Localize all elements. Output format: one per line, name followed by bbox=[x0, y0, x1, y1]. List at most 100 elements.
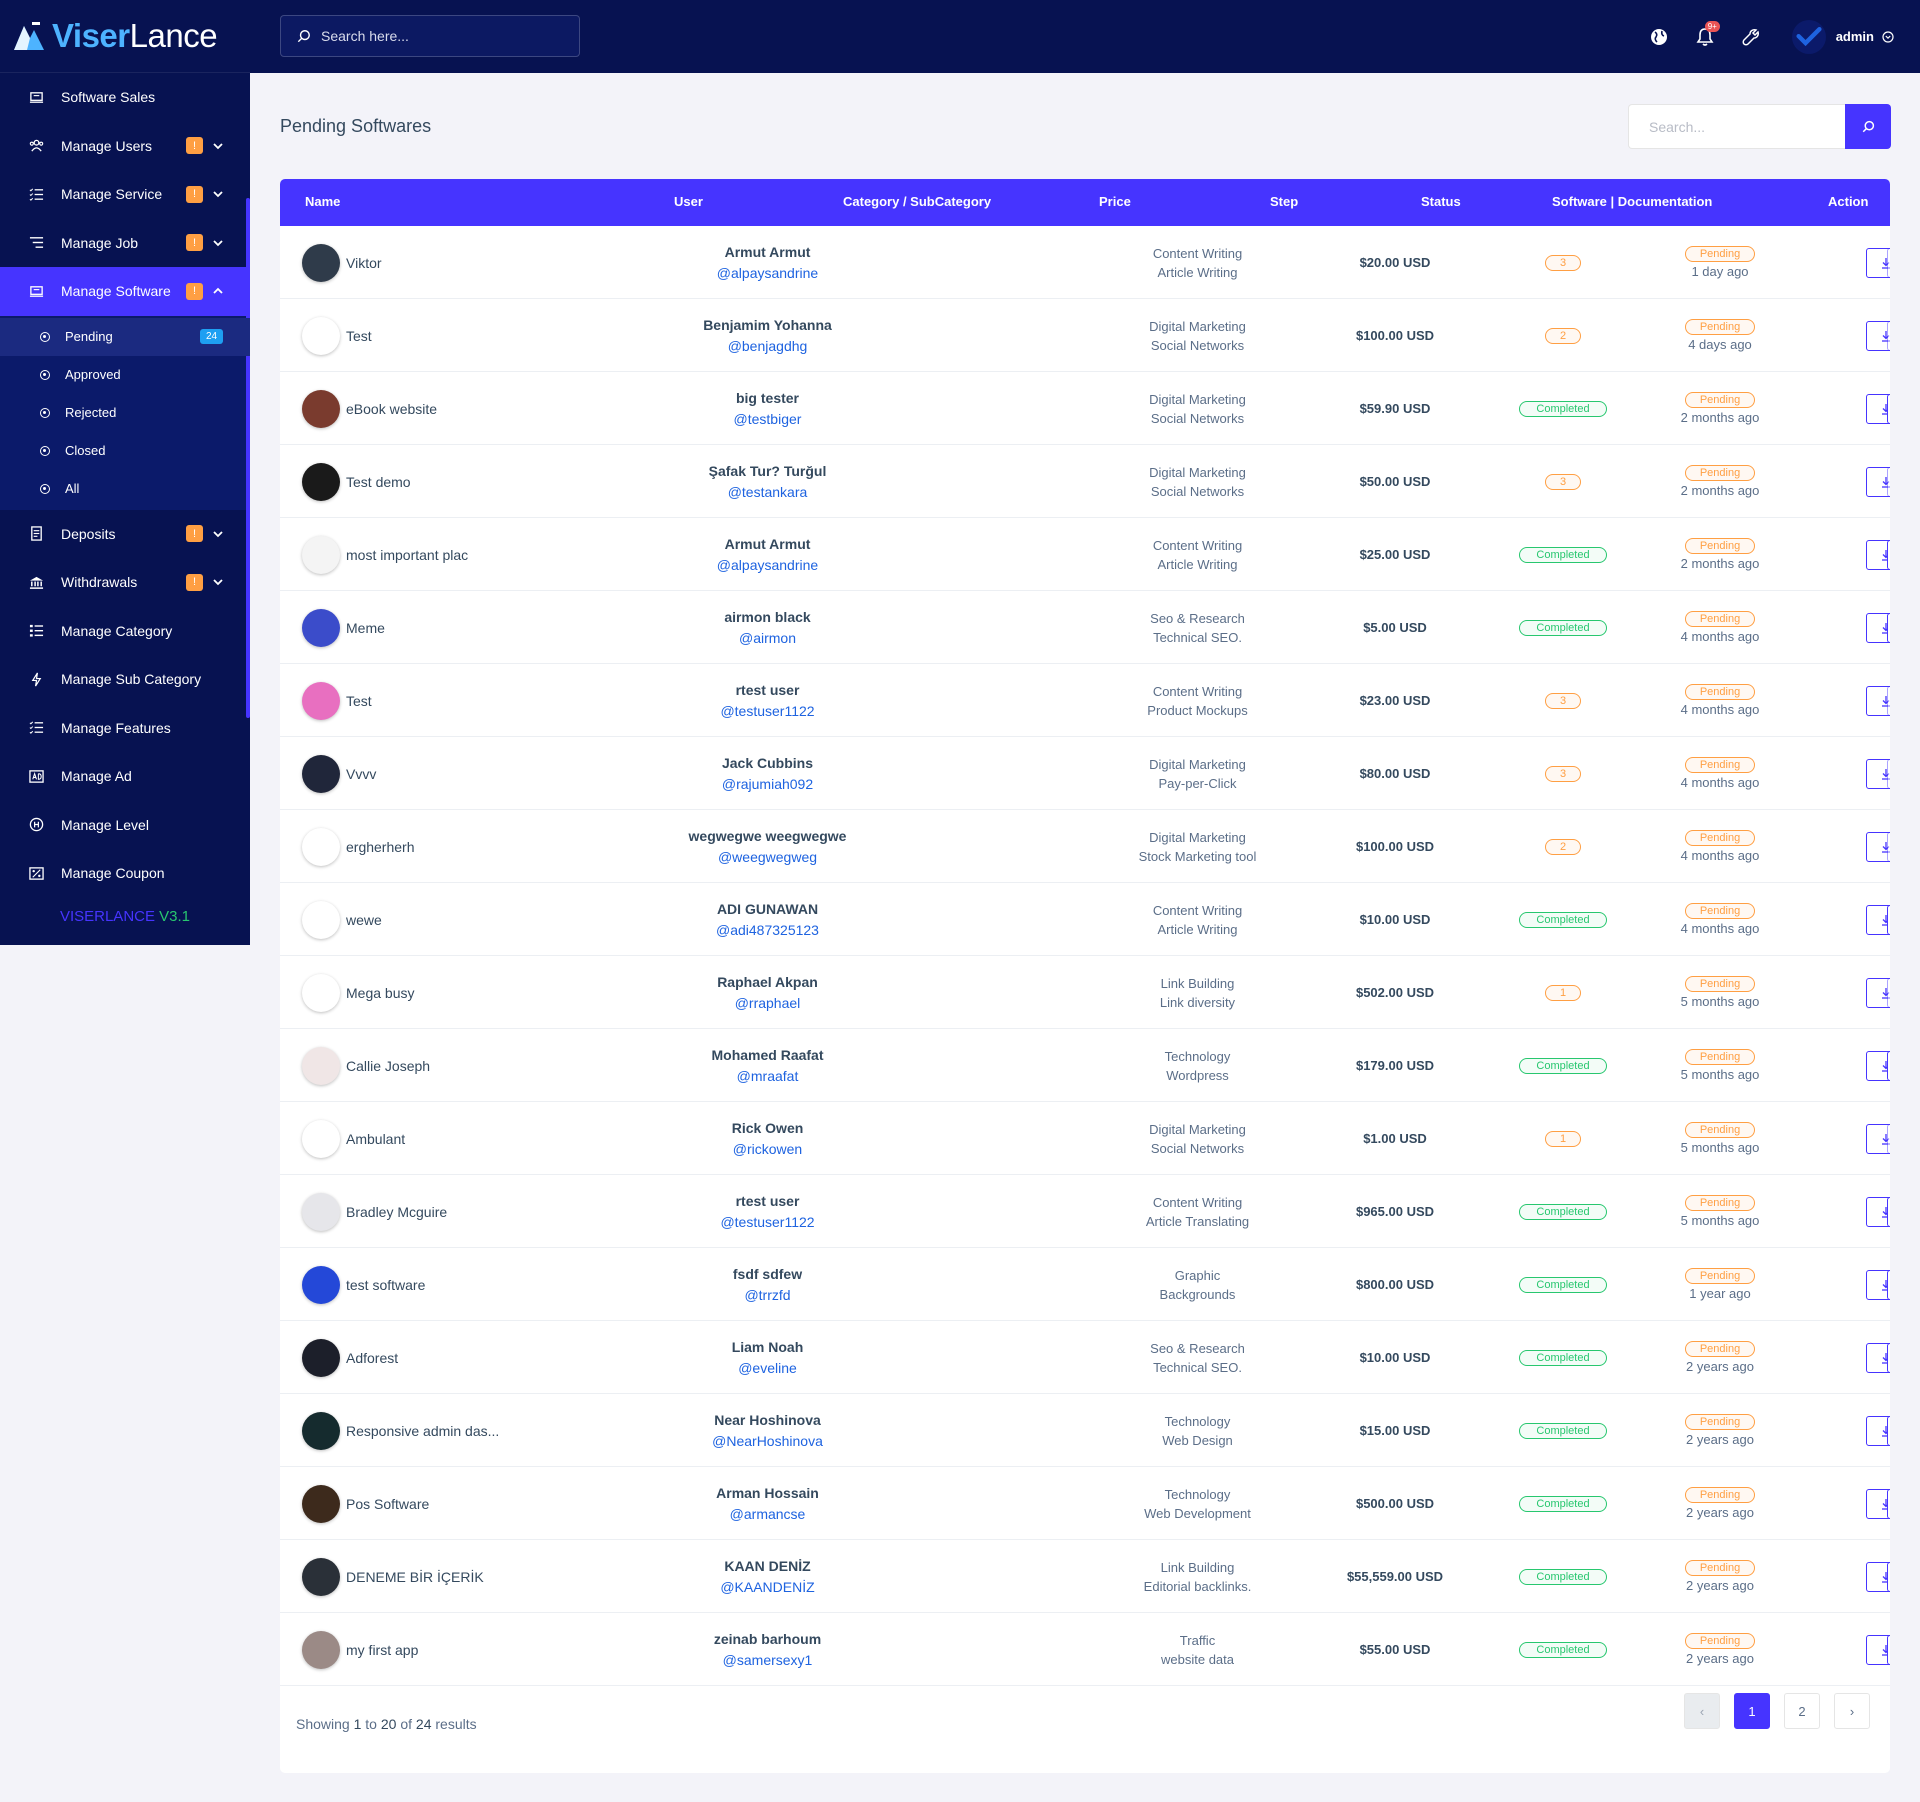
submenu-item-closed[interactable]: Closed bbox=[0, 432, 250, 470]
sidebar-item-manage-job[interactable]: Manage Job! bbox=[0, 219, 250, 268]
top-search[interactable] bbox=[280, 15, 580, 57]
download-software-button[interactable] bbox=[1865, 1196, 1890, 1227]
user-handle-link[interactable]: @trrzfd bbox=[744, 1286, 791, 1303]
user-handle-link[interactable]: @samersexy1 bbox=[722, 1651, 813, 1668]
user-handle-link[interactable]: @alpaysandrine bbox=[716, 264, 819, 281]
subcategory: Social Networks bbox=[1150, 337, 1245, 353]
user-handle-link[interactable]: @testbiger bbox=[733, 410, 802, 427]
action-button[interactable]: ⋮Action bbox=[1887, 612, 1890, 643]
action-button[interactable]: ⋮Action bbox=[1887, 1269, 1890, 1300]
download-software-button[interactable] bbox=[1865, 1123, 1890, 1154]
user-handle-link[interactable]: @KAANDENİZ bbox=[720, 1578, 815, 1595]
user-handle-link[interactable]: @rraphael bbox=[734, 994, 801, 1011]
action-button[interactable]: ⋮Action bbox=[1887, 1050, 1890, 1081]
pagination-prev[interactable]: ‹ bbox=[1684, 1693, 1720, 1729]
action-button[interactable]: ⋮Action bbox=[1887, 393, 1890, 424]
download-software-button[interactable] bbox=[1865, 1561, 1890, 1592]
downloads-cell bbox=[1864, 1175, 1890, 1248]
action-cell: ⋮Action bbox=[1784, 956, 1890, 1029]
price: $5.00 USD bbox=[1363, 620, 1427, 635]
sidebar-item-manage-software[interactable]: Manage Software! bbox=[0, 267, 250, 316]
user-handle-link[interactable]: @testuser1122 bbox=[720, 1213, 815, 1230]
action-button[interactable]: ⋮Action bbox=[1887, 247, 1890, 278]
download-software-button[interactable] bbox=[1865, 466, 1890, 497]
sidebar-item-manage-service[interactable]: Manage Service! bbox=[0, 170, 250, 219]
sidebar-item-manage-sub-category[interactable]: Manage Sub Category bbox=[0, 655, 250, 704]
download-software-button[interactable] bbox=[1865, 247, 1890, 278]
user-handle-link[interactable]: @benjagdhg bbox=[727, 337, 808, 354]
admin-menu[interactable]: admin bbox=[1791, 19, 1894, 54]
action-button[interactable]: ⋮Action bbox=[1887, 1415, 1890, 1446]
sidebar-item-manage-features[interactable]: Manage Features bbox=[0, 704, 250, 753]
user-handle-link[interactable]: @eveline bbox=[738, 1359, 797, 1376]
action-cell: ⋮Action bbox=[1784, 591, 1890, 664]
action-button[interactable]: ⋮Action bbox=[1887, 977, 1890, 1008]
download-software-button[interactable] bbox=[1865, 758, 1890, 789]
user-handle-link[interactable]: @NearHoshinova bbox=[712, 1432, 823, 1449]
action-button[interactable]: ⋮Action bbox=[1887, 1488, 1890, 1519]
brand-logo[interactable]: ViserLance bbox=[0, 0, 250, 73]
action-button[interactable]: ⋮Action bbox=[1887, 1123, 1890, 1154]
action-button[interactable]: ⋮Action bbox=[1887, 831, 1890, 862]
download-software-button[interactable] bbox=[1865, 1488, 1890, 1519]
action-button[interactable]: ⋮Action bbox=[1887, 1634, 1890, 1665]
download-software-button[interactable] bbox=[1865, 685, 1890, 716]
submenu-item-approved[interactable]: Approved bbox=[0, 356, 250, 394]
submenu-item-rejected[interactable]: Rejected bbox=[0, 394, 250, 432]
sidebar-item-manage-ad[interactable]: Manage Ad bbox=[0, 752, 250, 801]
pagination-page-2[interactable]: 2 bbox=[1784, 1693, 1820, 1729]
sidebar-item-software-sales[interactable]: Software Sales bbox=[0, 73, 250, 122]
action-button[interactable]: ⋮Action bbox=[1887, 758, 1890, 789]
status-cell: Pending 4 days ago bbox=[1620, 299, 1820, 372]
download-software-button[interactable] bbox=[1865, 1415, 1890, 1446]
top-search-input[interactable] bbox=[321, 28, 561, 44]
sidebar-item-deposits[interactable]: Deposits! bbox=[0, 510, 250, 559]
action-button[interactable]: ⋮Action bbox=[1887, 539, 1890, 570]
sidebar-item-withdrawals[interactable]: Withdrawals! bbox=[0, 558, 250, 607]
bell-icon[interactable]: 9+ bbox=[1694, 20, 1720, 48]
sidebar-item-manage-category[interactable]: Manage Category bbox=[0, 607, 250, 656]
download-software-button[interactable] bbox=[1865, 539, 1890, 570]
action-button[interactable]: ⋮Action bbox=[1887, 1196, 1890, 1227]
user-handle-link[interactable]: @rickowen bbox=[732, 1140, 803, 1157]
user-handle-link[interactable]: @testankara bbox=[727, 483, 808, 500]
download-software-button[interactable] bbox=[1865, 977, 1890, 1008]
action-button[interactable]: ⋮Action bbox=[1887, 904, 1890, 935]
sidebar-item-manage-level[interactable]: Manage Level bbox=[0, 801, 250, 850]
download-software-button[interactable] bbox=[1865, 831, 1890, 862]
pagination-next[interactable]: › bbox=[1834, 1693, 1870, 1729]
page-search-input[interactable] bbox=[1628, 104, 1845, 149]
globe-icon[interactable] bbox=[1648, 26, 1670, 48]
user-handle-link[interactable]: @rajumiah092 bbox=[721, 775, 814, 792]
category-cell: Technology Web Design bbox=[1060, 1394, 1335, 1467]
download-software-button[interactable] bbox=[1865, 393, 1890, 424]
action-button[interactable]: ⋮Action bbox=[1887, 685, 1890, 716]
sidebar-scrollbar[interactable] bbox=[246, 198, 250, 718]
user-handle-link[interactable]: @mraafat bbox=[736, 1067, 799, 1084]
submenu-item-all[interactable]: All bbox=[0, 470, 250, 508]
user-handle-link[interactable]: @alpaysandrine bbox=[716, 556, 819, 573]
download-software-button[interactable] bbox=[1865, 904, 1890, 935]
download-software-button[interactable] bbox=[1865, 320, 1890, 351]
action-button[interactable]: ⋮Action bbox=[1887, 466, 1890, 497]
user-cell: zeinab barhoum @samersexy1 bbox=[610, 1613, 925, 1686]
action-button[interactable]: ⋮Action bbox=[1887, 1561, 1890, 1592]
user-handle-link[interactable]: @weegwegweg bbox=[717, 848, 818, 865]
user-handle-link[interactable]: @armancse bbox=[729, 1505, 806, 1522]
user-handle-link[interactable]: @testuser1122 bbox=[720, 702, 815, 719]
action-button[interactable]: ⋮Action bbox=[1887, 320, 1890, 351]
pagination-page-1[interactable]: 1 bbox=[1734, 1693, 1770, 1729]
time-ago: 4 days ago bbox=[1688, 337, 1752, 352]
sidebar-item-manage-coupon[interactable]: Manage Coupon bbox=[0, 849, 250, 898]
status-cell: Pending 2 months ago bbox=[1620, 372, 1820, 445]
download-software-button[interactable] bbox=[1865, 612, 1890, 643]
submenu-item-pending[interactable]: Pending 24 bbox=[0, 317, 250, 356]
action-button[interactable]: ⋮Action bbox=[1887, 1342, 1890, 1373]
download-software-button[interactable] bbox=[1865, 1269, 1890, 1300]
download-software-button[interactable] bbox=[1865, 1634, 1890, 1665]
user-handle-link[interactable]: @airmon bbox=[738, 629, 796, 646]
page-search-button[interactable] bbox=[1845, 104, 1891, 149]
wrench-icon[interactable] bbox=[1740, 26, 1762, 48]
user-handle-link[interactable]: @adi487325123 bbox=[716, 921, 819, 938]
sidebar-item-manage-users[interactable]: Manage Users! bbox=[0, 122, 250, 171]
